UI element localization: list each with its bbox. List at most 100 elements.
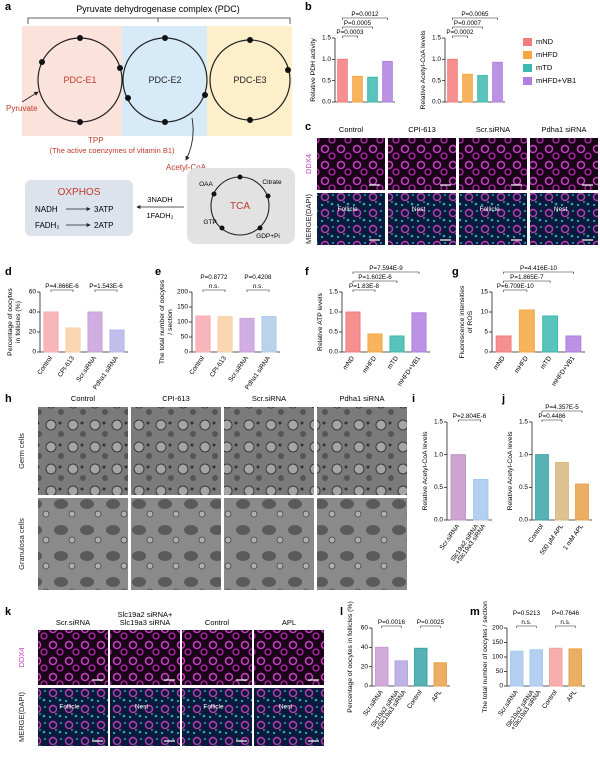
micrograph (38, 630, 108, 685)
significance-bracket (342, 17, 388, 20)
y-tick-label: 1.0 (519, 451, 528, 458)
y-tick-label: 1.0 (329, 309, 338, 316)
y-tick-label: 0.0 (432, 99, 441, 106)
panel-letter: b (305, 1, 312, 13)
x-tick-label: Control (188, 355, 206, 377)
y-tick-label: 60 (29, 289, 37, 296)
bar (367, 333, 383, 353)
y-tick-label: 100 (492, 654, 503, 661)
y-axis-label: Relative PDH activity (310, 38, 317, 102)
y-tick-label: 0.0 (322, 99, 331, 106)
p-value: P=0.7646 (552, 610, 580, 617)
micrograph (182, 630, 252, 685)
p-value: P=0.4208 (244, 274, 272, 281)
y-tick-label: 0.5 (329, 329, 338, 336)
significance-bracket (202, 289, 226, 292)
bar (495, 335, 512, 353)
y-axis-label: Relative Acetyl-CoA levels (420, 30, 427, 110)
y-tick-label: 100 (177, 319, 188, 326)
x-tick-label: mHFD (362, 355, 379, 375)
y-tick-label: 1.5 (434, 419, 443, 426)
row-label: MERGE(DAPI) (17, 692, 26, 743)
y-tick-label: 0 (364, 683, 368, 690)
x-tick-label: mHFD+VB1 (396, 355, 422, 388)
y-tick-label: 0 (32, 349, 36, 356)
y-tick-label: 50 (496, 668, 504, 675)
bar (510, 650, 524, 687)
column-label: APL (282, 618, 296, 627)
row-label: DDX4 (17, 647, 26, 667)
y-tick-label: 1.5 (519, 419, 528, 426)
bar (542, 315, 559, 353)
panel-letter: l (340, 606, 343, 618)
tpp-note: (The active coenzymes of vitamin B1) (49, 146, 175, 155)
significance-bracket (342, 26, 373, 29)
p-value: P=6.709E-10 (497, 283, 534, 290)
column-label: Control (339, 125, 364, 134)
p-value: P=7.594E-9 (369, 265, 403, 272)
oxphos-title: OXPHOS (58, 187, 101, 198)
tca-metabolite: GDP+Pi (256, 233, 280, 240)
tca-input: 1FADH₂ (146, 211, 173, 220)
bar (239, 317, 255, 353)
significance-bracket (352, 280, 398, 283)
bar (575, 483, 589, 521)
panel-letter: e (155, 266, 161, 278)
tca-box (187, 168, 295, 244)
significance-bracket (381, 625, 402, 628)
y-axis-label: Percentage of oocytes in follicles (%) (347, 601, 354, 712)
bar (382, 60, 393, 103)
p-value: P=0.0007 (454, 20, 482, 27)
y-axis-label: Relative Acetyl-CoA levels (507, 431, 514, 511)
p-value: P=0.5213 (513, 610, 541, 617)
micrograph (254, 688, 324, 746)
oxphos-input: FADH₂ (35, 221, 59, 230)
p-value: P=0.0012 (351, 11, 379, 18)
y-tick-label: 0 (484, 349, 488, 356)
legend-swatch (523, 64, 532, 72)
y-axis-label: Relative Acetyl-CoA levels (422, 431, 429, 511)
bar (518, 309, 535, 353)
micrograph (388, 138, 456, 190)
column-label: Scr.siRNA (56, 618, 90, 627)
x-tick-label: mND (342, 355, 356, 371)
x-tick-label: mHFD (513, 355, 530, 375)
arrow (185, 117, 194, 161)
row-label: DDX4 (304, 154, 313, 174)
bar (568, 648, 582, 687)
bar (375, 646, 389, 687)
y-tick-label: 50 (181, 334, 189, 341)
e1-region (22, 26, 122, 136)
panel-letter: a (5, 1, 12, 13)
bar (477, 75, 488, 103)
bar (492, 61, 503, 103)
image-annotation: Follicle (337, 206, 358, 213)
enzyme-dots (39, 35, 291, 125)
y-tick-label: 1.0 (322, 56, 331, 63)
micrograph (530, 193, 598, 245)
significance-bracket (452, 17, 498, 20)
y-tick-label: 60 (361, 625, 369, 632)
p-value: P=1.543E-6 (89, 283, 123, 290)
significance-bracket (420, 625, 441, 628)
bar (261, 316, 277, 353)
bar (217, 316, 233, 353)
y-tick-label: 20 (29, 329, 37, 336)
micrograph (224, 407, 314, 495)
bar (195, 315, 211, 353)
tca-metabolite: OAA (199, 181, 213, 188)
column-label: Pdha1 siRNA (339, 394, 384, 403)
y-axis-label: Relative ATP levels (317, 292, 324, 351)
p-value: P=4.416E-10 (520, 265, 557, 272)
x-tick-label: mHFD+VB1 (551, 355, 577, 388)
bar (462, 73, 473, 103)
row-label: Germ cells (17, 433, 26, 469)
pyruvate-label: Pyruvate (6, 104, 38, 113)
bar (473, 478, 489, 521)
p-value: P=0.0005 (344, 20, 372, 27)
significance-bracket (352, 289, 376, 292)
tca-metabolite: Citrate (262, 179, 282, 186)
y-axis-label: Fluorescence intensities (459, 285, 466, 359)
column-label: Slc19a2 siRNA+ (118, 610, 173, 619)
bar (389, 335, 405, 353)
